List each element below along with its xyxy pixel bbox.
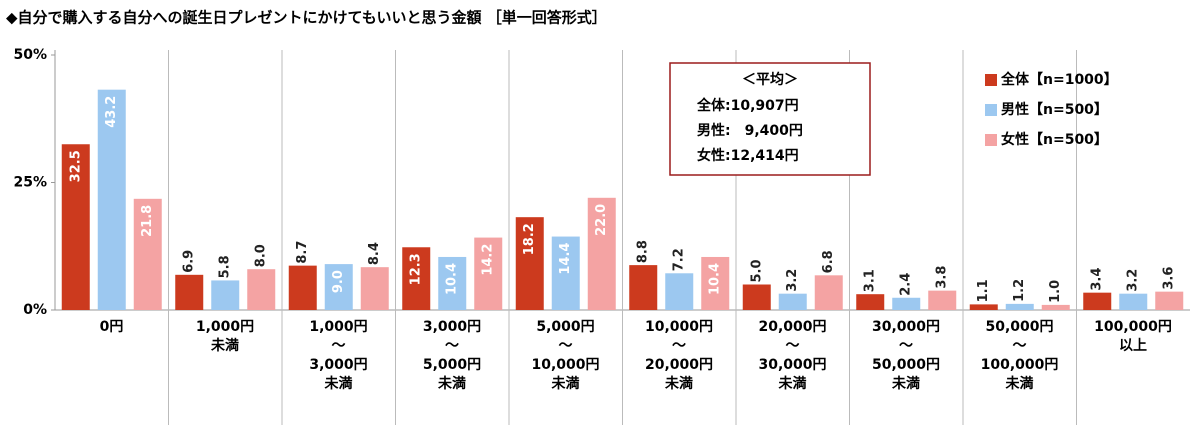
bar: [515, 217, 544, 310]
bar: [324, 264, 353, 310]
legend-swatch: [985, 134, 997, 146]
legend-swatch: [985, 74, 997, 86]
value-label: 7.2: [672, 248, 687, 271]
bar: [1041, 304, 1070, 310]
bar: [288, 265, 317, 310]
value-label: 8.8: [636, 240, 651, 263]
bar: [778, 293, 807, 310]
bar: [61, 144, 90, 310]
value-label: 8.0: [254, 244, 269, 267]
bar: [474, 237, 503, 310]
bar: [742, 284, 771, 310]
y-tick-label: 0%: [23, 302, 47, 318]
bar: [438, 256, 467, 310]
legend-label: 女性【n=500】: [1001, 131, 1108, 148]
value-label: 8.4: [367, 242, 382, 265]
value-label: 22.0: [594, 204, 609, 236]
x-tick-label: 3,000円 ～ 5,000円 未満: [422, 319, 482, 392]
bar: [97, 89, 126, 311]
x-tick-label: 1,000円 ～ 3,000円 未満: [309, 319, 368, 392]
value-label: 1.2: [1012, 279, 1027, 302]
value-label: 43.2: [104, 96, 119, 128]
bar: [402, 247, 431, 310]
value-label: 1.0: [1048, 280, 1063, 303]
bar: [1155, 291, 1184, 310]
bar: [551, 236, 580, 310]
bar: [665, 273, 694, 310]
x-tick-label: 50,000円 ～ 100,000円 未満: [980, 319, 1059, 392]
bar: [856, 294, 885, 310]
x-tick-label: 30,000円 ～ 50,000円 未満: [871, 319, 941, 392]
value-label: 10.4: [445, 263, 460, 295]
bar: [247, 269, 276, 310]
bar: [133, 198, 162, 310]
bar: [701, 256, 730, 310]
bar: [969, 304, 998, 310]
y-tick-label: 25%: [13, 175, 47, 191]
value-label: 3.8: [935, 266, 950, 289]
value-label: 3.1: [863, 269, 878, 292]
value-label: 3.2: [1126, 269, 1141, 292]
bar: [211, 280, 240, 310]
bar: [360, 267, 389, 310]
legend-label: 全体【n=1000】: [1000, 71, 1118, 88]
value-label: 8.7: [295, 241, 310, 264]
legend-swatch: [985, 104, 997, 116]
value-label: 5.8: [218, 255, 233, 278]
value-label: 3.4: [1090, 268, 1105, 291]
x-tick-label: 1,000円 未満: [195, 319, 255, 354]
annotation-box: [669, 62, 871, 176]
annotation-title: ＜平均＞: [742, 71, 798, 88]
value-label: 14.4: [558, 243, 573, 275]
x-tick-label: 100,000円 以上: [1094, 319, 1172, 354]
value-label: 3.2: [785, 269, 800, 292]
value-label: 1.1: [976, 279, 991, 302]
value-label: 32.5: [68, 150, 83, 182]
value-label: 12.3: [409, 253, 424, 285]
bar: [629, 265, 658, 310]
x-tick-label: 5,000円 ～ 10,000円 未満: [531, 319, 600, 392]
bar: [928, 290, 957, 310]
bar: [1083, 292, 1112, 310]
bar: [1005, 303, 1034, 310]
value-label: 21.8: [140, 205, 155, 237]
bar: [814, 275, 843, 310]
value-label: 14.2: [481, 244, 496, 276]
annotation-line: 全体:10,907円: [696, 97, 799, 114]
value-label: 18.2: [522, 223, 537, 255]
value-label: 5.0: [749, 259, 764, 282]
bar: [175, 274, 204, 310]
bar: [587, 197, 616, 310]
x-tick-label: 20,000円 ～ 30,000円 未満: [758, 319, 827, 392]
bar: [892, 297, 921, 310]
value-label: 6.8: [821, 250, 836, 273]
legend-label: 男性【n=500】: [1001, 101, 1108, 118]
x-tick-label: 0円: [99, 319, 124, 335]
value-label: 6.9: [182, 250, 197, 273]
annotation-line: 女性:12,414円: [697, 147, 799, 164]
chart-title: ◆自分で購入する自分への誕生日プレゼントにかけてもいいと思う金額 ［単一回答形式…: [6, 9, 607, 27]
value-label: 2.4: [899, 273, 914, 296]
x-tick-label: 10,000円 ～ 20,000円 未満: [644, 319, 714, 392]
y-tick-label: 50%: [13, 47, 47, 63]
value-label: 9.0: [331, 270, 346, 293]
value-label: 3.6: [1162, 267, 1177, 290]
value-label: 10.4: [708, 263, 723, 295]
annotation-line: 男性: 9,400円: [697, 122, 803, 139]
bar: [1119, 293, 1148, 310]
